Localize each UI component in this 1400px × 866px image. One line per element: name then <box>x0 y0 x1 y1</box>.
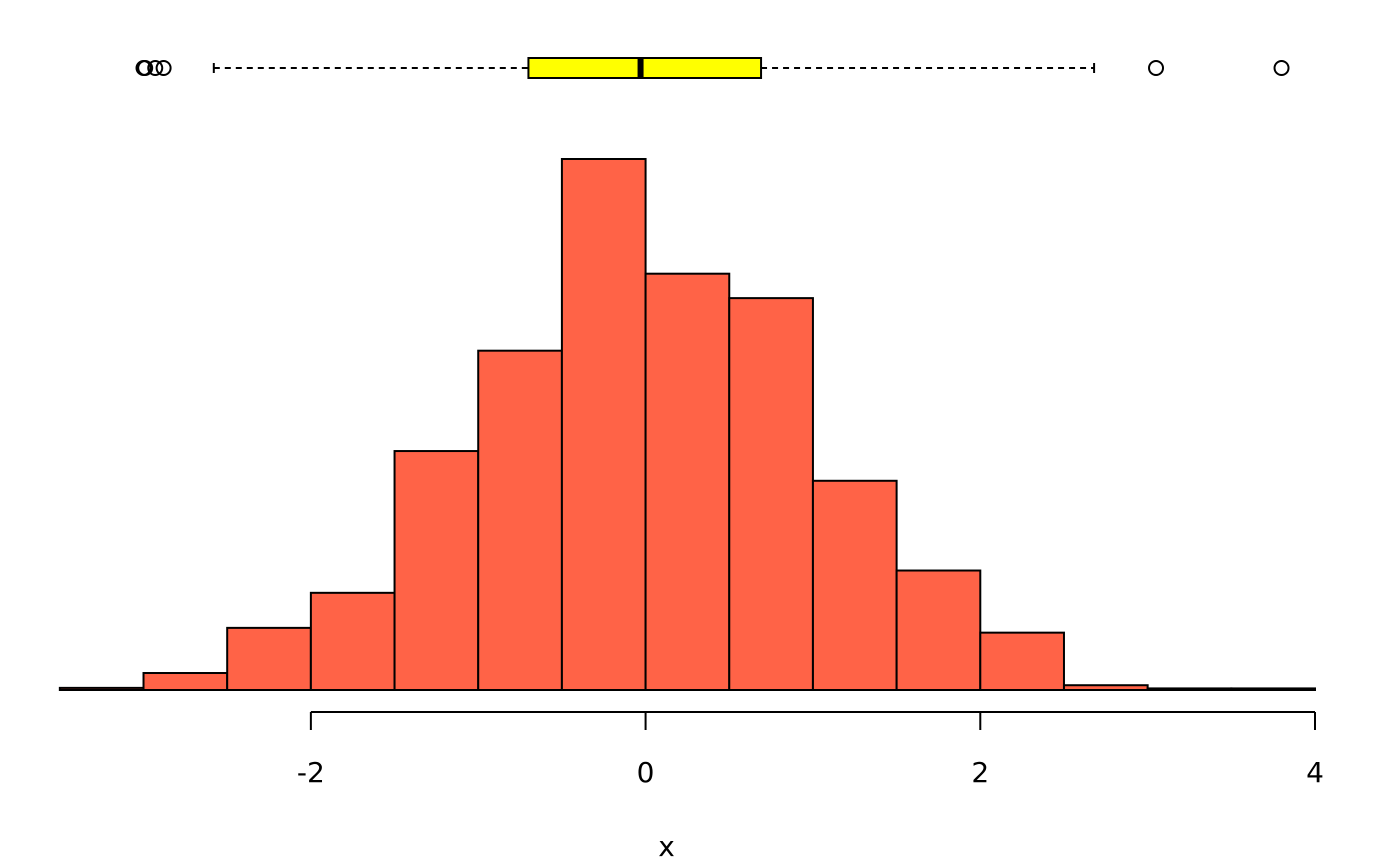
histogram-bar-14 <box>1230 687 1317 691</box>
x-axis-ticks: -2 0 2 4 <box>297 712 1324 789</box>
x-axis: -2 0 2 4 <box>297 711 1324 789</box>
histogram-bar-8 <box>728 297 814 691</box>
histogram-bars <box>58 158 1317 692</box>
x-tick-label-2: 2 <box>971 756 989 789</box>
boxplot <box>135 57 1290 79</box>
histogram-bar-0 <box>58 686 145 691</box>
histogram-bar-12 <box>1062 684 1149 692</box>
histogram-bar-1 <box>142 672 229 691</box>
x-tick-label-3: 4 <box>1306 756 1324 789</box>
boxplot-outlier-4 <box>1148 60 1165 76</box>
histogram-bar-2 <box>226 626 312 691</box>
histogram-bar-5 <box>477 349 563 691</box>
x-tick-label-0: -2 <box>297 756 325 789</box>
x-tick-label-1: 0 <box>637 756 655 789</box>
boxplot-outlier-2 <box>147 60 164 76</box>
boxplot-box <box>527 57 763 79</box>
histogram-bar-11 <box>979 631 1065 691</box>
x-axis-title: x <box>658 830 675 863</box>
histogram-bar-13 <box>1146 687 1233 691</box>
boxplot-outlier-1 <box>137 60 154 76</box>
histogram-bar-10 <box>895 569 982 692</box>
histogram-bar-4 <box>393 450 480 691</box>
boxplot-outlier-3 <box>155 60 172 76</box>
histogram-bar-7 <box>644 272 731 691</box>
histogram-bar-6 <box>560 158 647 691</box>
boxplot-outliers <box>135 60 1290 76</box>
histogram-bar-9 <box>811 479 898 692</box>
histogram-bar-3 <box>309 591 396 692</box>
boxplot-outlier-5 <box>1273 60 1290 76</box>
